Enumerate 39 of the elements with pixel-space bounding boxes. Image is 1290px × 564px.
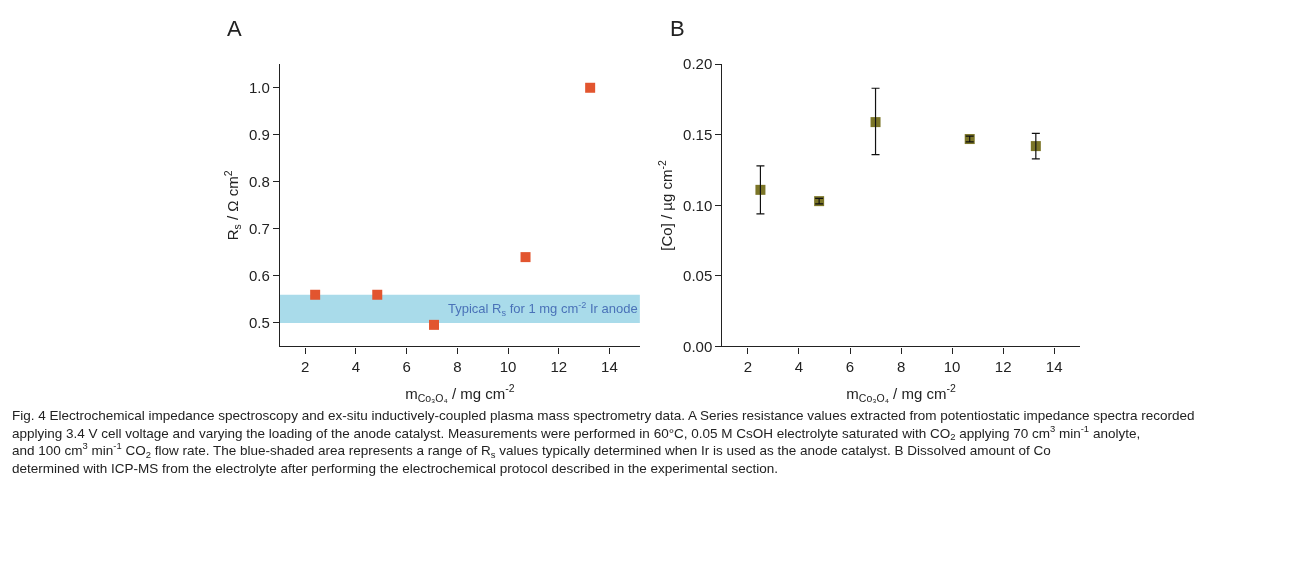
- text: Fig. 4 Electrochemical impedance spectroscopy and ex-situ inductively-coupled plasma mass spectrometry data. A Series resistance values extracted from potentiostatic impedance spectra recorded applying 3.4 V cell voltage and varying the loading of the anode catalyst. Measurements were performed in 60°C, 0.05 M CsOH electrolyte saturated with CO$_{2}$ applying 70 cm$^{3}$ min$^{-1}$ anolyte, and 100 cm$^{3}$ min$^{-1}$ CO$_{2}$ flow rate. The blue-shaded area represents a range of R$_{s}$ values typically determined when Ir is used as the anode catalyst. B Dissolved amount of Co determined with ICP-MS from the electrolyte after performing the electrochemical protocol described in the experimental section.: [12, 408, 1195, 476]
- point: [520, 252, 531, 263]
- y-tick-label: 0.8: [248, 173, 270, 191]
- y-tick-label: 1.0: [248, 79, 270, 97]
- x-tick-label: 10: [499, 357, 517, 375]
- point: [870, 117, 881, 128]
- chart-title: B: [670, 16, 685, 41]
- y-tick-label: 0.00: [683, 337, 713, 355]
- y-tick-label: 0.20: [683, 55, 713, 73]
- x-tick-label: 2: [743, 357, 753, 375]
- point: [429, 319, 440, 330]
- y-tick-label: 0.15: [683, 126, 713, 144]
- point: [1030, 141, 1041, 152]
- chart-title: A: [227, 16, 242, 41]
- point: [585, 82, 596, 93]
- band-label: Typical R$_{s}$ for 1 mg cm$^{-2}$ Ir anode: [448, 300, 638, 319]
- x-axis-title: m$_{Co₃O₄}$ / mg cm$^{-2}$: [405, 382, 515, 404]
- point: [755, 184, 766, 195]
- point: [372, 289, 383, 300]
- x-tick-label: 14: [1045, 357, 1063, 375]
- x-axis-title: m$_{Co₃O₄}$ / mg cm$^{-2}$: [846, 382, 956, 404]
- x-tick-label: 8: [896, 357, 906, 375]
- x-tick-label: 4: [351, 357, 361, 375]
- y-tick-label: 0.7: [248, 220, 270, 238]
- x-tick-label: 8: [453, 357, 462, 375]
- x-tick-label: 6: [402, 357, 411, 375]
- point: [310, 289, 321, 300]
- x-tick-label: 10: [943, 357, 961, 375]
- x-tick-label: 4: [794, 357, 804, 375]
- y-tick-label: 0.9: [248, 126, 270, 144]
- y-tick-label: 0.5: [248, 314, 270, 332]
- y-tick-label: 0.10: [683, 196, 713, 214]
- y-tick-label: 0.6: [248, 267, 270, 285]
- y-tick-label: 0.05: [683, 267, 713, 285]
- x-tick-label: 2: [301, 357, 310, 375]
- x-tick-label: 12: [550, 357, 568, 375]
- x-tick-label: 6: [845, 357, 855, 375]
- x-tick-label: 12: [994, 357, 1012, 375]
- x-tick-label: 14: [601, 357, 618, 375]
